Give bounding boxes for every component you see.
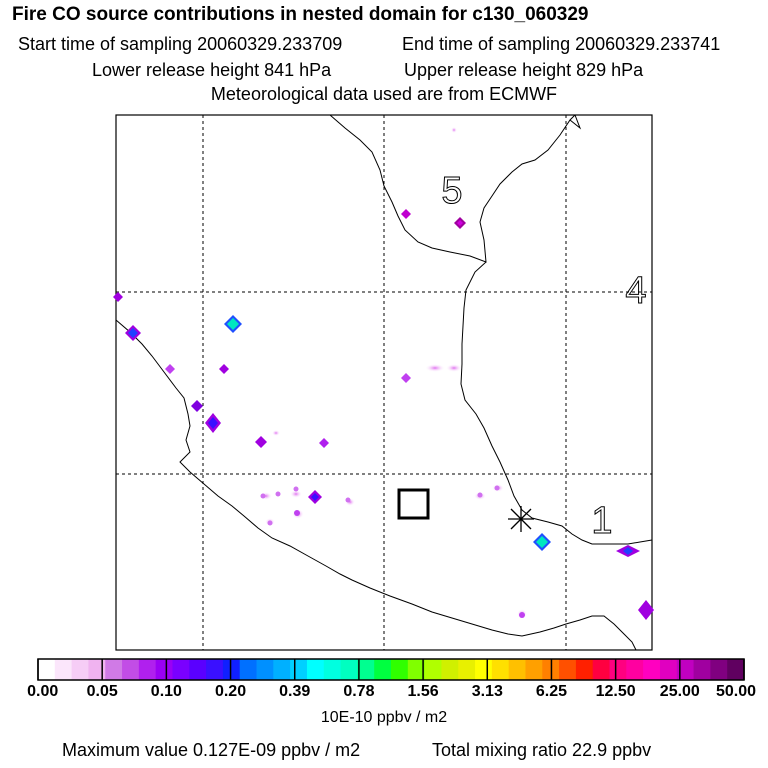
colorbar-tick-label: 0.39 bbox=[279, 683, 311, 700]
source-spot bbox=[275, 491, 281, 497]
source-spot bbox=[205, 413, 221, 433]
colorbar-tick-label: 12.50 bbox=[595, 683, 636, 700]
upper-release-height: Upper release height 829 hPa bbox=[404, 60, 644, 80]
source-spot bbox=[219, 364, 229, 374]
colorbar-cell bbox=[306, 659, 325, 680]
colorbar-cell bbox=[643, 659, 661, 680]
colorbar-units: 10E-10 ppbv / m2 bbox=[320, 709, 448, 726]
colorbar-cell bbox=[626, 659, 644, 680]
colorbar-cell bbox=[693, 659, 711, 680]
fire-source-spots bbox=[113, 209, 654, 620]
colorbar-tick-label: 0.10 bbox=[150, 683, 182, 700]
source-spot bbox=[267, 520, 273, 526]
colorbar-cell bbox=[441, 659, 459, 680]
day-label-1: 1 bbox=[591, 500, 612, 542]
lower-release-height: Lower release height 841 hPa bbox=[92, 60, 332, 80]
source-spot bbox=[294, 510, 300, 516]
source-spot bbox=[308, 490, 322, 504]
colorbar-cell bbox=[458, 659, 476, 680]
maximum-value-label: Maximum value 0.127E-09 ppbv / m2 bbox=[62, 740, 361, 760]
colorbar-cell bbox=[374, 659, 392, 680]
colorbar-tick-label: 6.25 bbox=[535, 683, 568, 700]
day-label-4: 4 bbox=[625, 270, 646, 312]
source-spot bbox=[477, 492, 483, 498]
colorbar-cell bbox=[609, 659, 627, 680]
source-spot bbox=[191, 400, 203, 412]
source-spot bbox=[401, 373, 411, 383]
colorbar-cell bbox=[559, 659, 577, 680]
colorbar-cell bbox=[323, 659, 342, 680]
met-data-label: Meteorological data used are from ECMWF bbox=[210, 84, 558, 104]
colorbar-tick-label: 1.56 bbox=[407, 683, 439, 700]
colorbar-cell bbox=[138, 659, 157, 680]
colorbar-cell bbox=[676, 659, 695, 680]
colorbar-cell bbox=[727, 659, 745, 680]
source-spot bbox=[616, 545, 640, 557]
source-spot bbox=[319, 438, 329, 448]
colorbar-cell bbox=[54, 659, 73, 680]
colorbar-cell bbox=[407, 659, 426, 680]
end-time-label: End time of sampling 20060329.233741 bbox=[402, 34, 721, 54]
colorbar-cell bbox=[491, 659, 510, 680]
colorbar-tick-label: 0.05 bbox=[86, 683, 118, 700]
source-spot bbox=[165, 364, 175, 374]
source-spot bbox=[224, 315, 242, 333]
source-spot bbox=[260, 493, 266, 499]
total-mixing-ratio-label: Total mixing ratio 22.9 ppbv bbox=[432, 740, 652, 760]
map-gridlines bbox=[116, 115, 652, 650]
plot-title: Fire CO source contributions in nested d… bbox=[12, 4, 589, 25]
colorbar-cell bbox=[122, 659, 140, 680]
colorbar-cell bbox=[391, 659, 409, 680]
colorbar-cell bbox=[659, 659, 678, 680]
source-spot bbox=[113, 292, 123, 302]
colorbar-cell bbox=[71, 659, 90, 680]
asterisk-marker bbox=[508, 506, 534, 532]
source-spot bbox=[401, 209, 411, 219]
coastline bbox=[115, 114, 653, 651]
colorbar-cell bbox=[424, 659, 443, 680]
start-time-label: Start time of sampling 20060329.233709 bbox=[18, 34, 343, 54]
source-spot bbox=[533, 533, 551, 551]
colorbar-cell bbox=[357, 659, 375, 680]
source-spot bbox=[255, 436, 267, 448]
receptor-box-marker bbox=[397, 488, 430, 520]
source-spot bbox=[638, 600, 654, 620]
colorbar-tick-label: 50.00 bbox=[715, 683, 757, 700]
source-spot bbox=[454, 217, 466, 229]
colorbar-tick-label: 3.13 bbox=[471, 683, 503, 700]
day-label-5: 5 bbox=[441, 170, 462, 212]
source-spot bbox=[519, 612, 525, 618]
colorbar-cell bbox=[340, 659, 358, 680]
colorbar-tick-label: 0.20 bbox=[214, 683, 247, 700]
colorbar-cell bbox=[592, 659, 611, 680]
colorbar-cell bbox=[38, 659, 56, 680]
colorbar-cell bbox=[508, 659, 527, 680]
source-spot bbox=[494, 485, 500, 491]
colorbar-cell bbox=[189, 659, 207, 680]
colorbar-cell bbox=[239, 659, 258, 680]
colorbar-cell bbox=[155, 659, 174, 680]
colorbar-cell bbox=[290, 659, 308, 680]
colorbar-cell bbox=[273, 659, 291, 680]
colorbar-cells bbox=[38, 659, 745, 680]
source-spot bbox=[345, 497, 351, 503]
source-spot bbox=[125, 325, 141, 341]
colorbar-cell bbox=[88, 659, 106, 680]
colorbar-tick-marks bbox=[37, 659, 745, 680]
colorbar-cell bbox=[105, 659, 123, 680]
colorbar-cell bbox=[525, 659, 543, 680]
source-spot bbox=[293, 486, 299, 492]
colorbar-cell bbox=[206, 659, 224, 680]
colorbar-tick-label: 0.78 bbox=[343, 683, 375, 700]
colorbar-cell bbox=[172, 659, 190, 680]
colorbar-cell bbox=[710, 659, 728, 680]
colorbar-cell bbox=[475, 659, 493, 680]
colorbar-cell bbox=[256, 659, 274, 680]
colorbar-cell bbox=[575, 659, 594, 680]
colorbar-tick-label: 25.00 bbox=[659, 683, 700, 700]
colorbar-tick-label: 0.00 bbox=[27, 683, 59, 700]
colorbar-cell bbox=[222, 659, 241, 680]
